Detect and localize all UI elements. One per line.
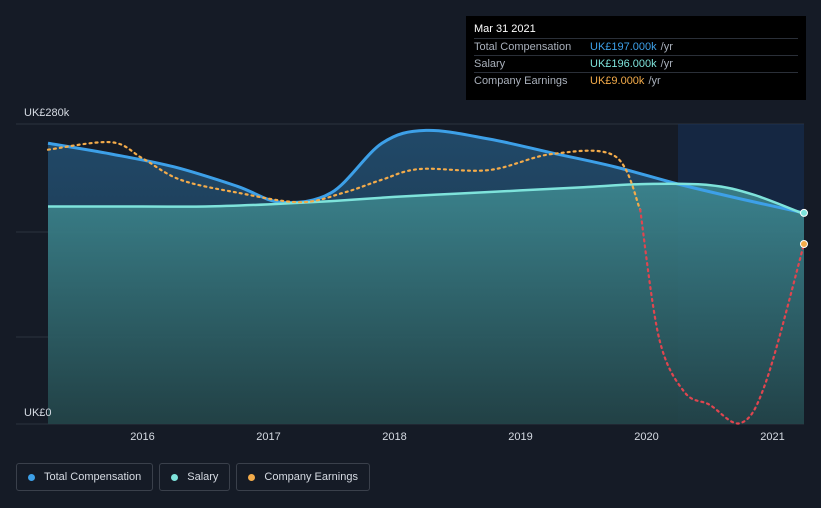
salary-line: [47, 182, 805, 216]
tooltip-date: Mar 31 2021: [474, 23, 536, 35]
y-axis-top-label: UK£280k: [24, 107, 70, 119]
salary-end-marker: [800, 208, 808, 217]
legend-salary[interactable]: Salary: [159, 463, 231, 491]
salary-area: [48, 183, 804, 424]
x-tick-label: 2017: [256, 431, 280, 443]
company-earnings-end-marker: [800, 240, 808, 248]
x-tick-label: 2016: [130, 431, 154, 443]
legend: Total Compensation Salary Company Earnin…: [16, 463, 370, 491]
tooltip-unit: /yr: [660, 58, 673, 70]
company-earnings-negative-line: [639, 208, 806, 425]
tooltip-value: UK£9.000k: [590, 75, 645, 87]
legend-label: Salary: [187, 471, 219, 483]
x-tick-label: 2021: [760, 431, 784, 443]
legend-label: Company Earnings: [264, 471, 358, 483]
tooltip: Mar 31 2021 Total Compensation UK£197.00…: [466, 16, 806, 100]
tooltip-row-salary: Salary UK£196.000k /yr: [474, 55, 798, 72]
x-tick-label: 2020: [634, 431, 658, 443]
tooltip-unit: /yr: [660, 41, 673, 53]
legend-dot-icon: [248, 473, 256, 481]
tooltip-label: Total Compensation: [474, 41, 572, 53]
tooltip-value: UK£197.000k: [590, 41, 657, 53]
tooltip-unit: /yr: [648, 75, 661, 87]
tooltip-label: Salary: [474, 58, 506, 70]
company-earnings-line: [46, 140, 642, 211]
x-tick-label: 2018: [382, 431, 406, 443]
tooltip-row-total-compensation: Total Compensation UK£197.000k /yr: [474, 38, 798, 55]
tooltip-label: Company Earnings: [474, 75, 568, 87]
tooltip-value: UK£196.000k: [590, 58, 657, 70]
legend-total-compensation[interactable]: Total Compensation: [16, 463, 154, 491]
legend-company-earnings[interactable]: Company Earnings: [236, 463, 370, 491]
legend-label: Total Compensation: [44, 471, 142, 483]
y-axis-bottom-label: UK£0: [24, 407, 52, 419]
tooltip-row-company-earnings: Company Earnings UK£9.000k /yr: [474, 72, 798, 89]
x-tick-label: 2019: [508, 431, 532, 443]
legend-dot-icon: [171, 473, 179, 481]
legend-dot-icon: [28, 473, 35, 481]
